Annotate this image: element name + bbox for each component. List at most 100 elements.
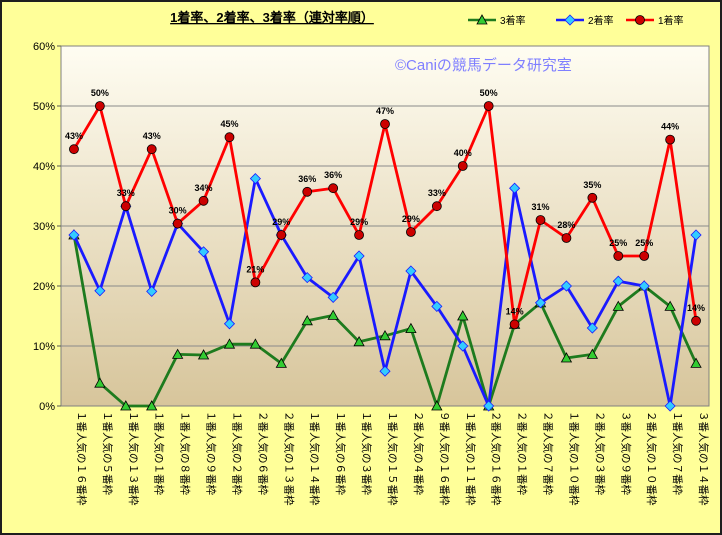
x-tick-label: ３番人気の１４番枠: [697, 411, 710, 506]
data-point: [612, 300, 624, 311]
data-point: [457, 161, 468, 171]
data-point: [68, 229, 80, 241]
legend-label: 3着率: [500, 14, 526, 27]
data-point: [250, 277, 261, 288]
legend-marker: [476, 14, 488, 25]
data-point: [249, 173, 261, 185]
data-point: [223, 318, 236, 330]
data-label: 35%: [583, 180, 601, 190]
data-point: [224, 132, 235, 143]
x-tick-label: １番人気の５番枠: [101, 411, 114, 495]
x-tick-label: ９番人気の１６番枠: [438, 411, 451, 506]
legend-label: 1着率: [658, 14, 684, 27]
data-point: [690, 229, 702, 241]
data-point: [586, 348, 599, 359]
x-tick-label: １番人気の６番枠: [334, 411, 347, 495]
data-point: [560, 352, 573, 363]
x-tick-label: １番人気の７番枠: [671, 411, 684, 495]
chart-title: 1着率、2着率、3着率（連対率順）: [170, 10, 374, 25]
data-point: [146, 400, 158, 411]
data-point: [197, 246, 210, 258]
data-point: [327, 291, 339, 303]
data-point: [509, 319, 520, 330]
y-axis-ticks: 0% 10% 20% 30% 40% 50% 60%: [33, 41, 61, 413]
data-point: [198, 195, 209, 206]
data-point: [535, 215, 546, 225]
data-point: [275, 357, 287, 368]
data-label: 43%: [143, 131, 161, 141]
data-point: [690, 357, 702, 368]
x-tick-label: １番人気の１３番枠: [127, 411, 140, 506]
x-tick-label: ２番人気の１６番枠: [490, 411, 503, 506]
y-tick-label: 60%: [33, 41, 55, 53]
data-point: [249, 338, 262, 349]
x-tick-label: １番人気の１４番枠: [308, 411, 321, 506]
x-tick-label: １番人気の１６番枠: [75, 411, 88, 506]
x-tick-label: １番人気の２番枠: [230, 411, 243, 495]
data-label: 14%: [506, 306, 524, 316]
data-point: [327, 309, 339, 320]
data-point: [353, 335, 365, 347]
x-tick-label: ２番人気の１３番枠: [282, 411, 295, 506]
data-point: [639, 251, 650, 261]
x-tick-label: １番人気の３番枠: [360, 411, 373, 495]
data-point: [664, 300, 676, 311]
data-point: [406, 227, 416, 237]
data-label: 43%: [65, 131, 83, 141]
data-label: 50%: [480, 88, 498, 98]
data-point: [328, 183, 339, 194]
data-point: [380, 119, 390, 129]
data-point: [69, 144, 79, 155]
data-point: [301, 314, 313, 326]
x-tick-label: １番人気の９番枠: [205, 411, 218, 495]
data-label: 29%: [350, 217, 368, 227]
data-point: [276, 230, 287, 240]
data-point: [483, 101, 494, 111]
data-label: 25%: [609, 238, 627, 248]
y-tick-label: 50%: [33, 101, 55, 113]
data-label: 29%: [272, 217, 290, 227]
data-point: [302, 186, 313, 197]
x-tick-label: １番人気の１１番枠: [464, 411, 477, 506]
data-point: [146, 285, 158, 297]
data-point: [665, 134, 676, 145]
data-point: [146, 144, 157, 155]
data-label: 47%: [376, 106, 394, 116]
data-point: [431, 300, 443, 312]
x-tick-label: ２番人気の１０番枠: [645, 411, 658, 506]
data-label: 34%: [195, 183, 213, 193]
data-point: [587, 192, 598, 203]
data-point: [638, 280, 650, 292]
data-point: [586, 322, 598, 334]
data-point: [301, 272, 313, 284]
x-axis-categories: １番人気の１６番枠 １番人気の５番枠 １番人気の１３番枠 １番人気の１番枠 １番人気の８…: [75, 411, 710, 506]
data-point: [405, 265, 417, 277]
data-point: [483, 400, 495, 412]
data-labels: 43% 50% 33% 43% 30% 34% 45% 21% 29% 36% 36% 29% 47% 2…: [65, 88, 705, 316]
data-label: 28%: [557, 220, 575, 230]
data-label: 14%: [687, 303, 705, 313]
data-label: 45%: [220, 119, 238, 129]
data-point: [534, 297, 547, 309]
data-point: [120, 400, 132, 411]
x-tick-label: ３番人気の９番枠: [619, 411, 632, 495]
data-point: [431, 201, 442, 212]
data-point: [691, 315, 701, 326]
data-label: 36%: [324, 170, 342, 180]
data-point: [223, 338, 236, 349]
x-tick-label: １番人気の８番枠: [179, 411, 192, 495]
data-label: 30%: [169, 206, 187, 216]
data-point: [457, 340, 469, 352]
data-point: [457, 310, 469, 321]
data-point: [561, 233, 572, 243]
y-tick-label: 40%: [33, 161, 55, 173]
x-tick-label: ２番人気の１番枠: [516, 411, 529, 495]
data-point: [405, 322, 417, 334]
legend: 3着率 2着率 1着率: [468, 14, 684, 27]
data-point: [560, 280, 573, 292]
series-layer: [68, 101, 702, 412]
data-point: [664, 400, 676, 412]
data-point: [120, 201, 131, 212]
data-point: [94, 101, 105, 111]
